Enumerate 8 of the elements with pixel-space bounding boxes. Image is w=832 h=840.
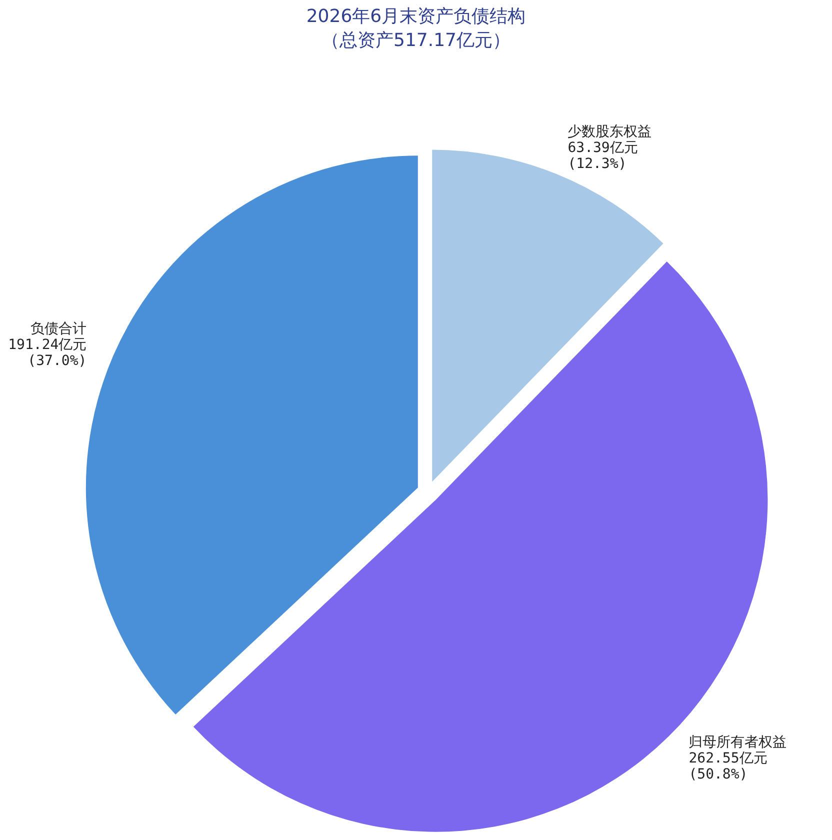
chart-title: 2026年6月末资产负债结构 xyxy=(306,6,526,27)
slice-label: 少数股东权益 xyxy=(568,124,652,140)
chart-subtitle: （总资产517.17亿元） xyxy=(322,30,510,51)
data-label: 191.24亿元 (37.0%) xyxy=(8,337,87,370)
slice-label: 归母所有者权益 xyxy=(688,734,787,750)
data-label: 262.55亿元 (50.8%) xyxy=(688,750,768,782)
data-label: 63.39亿元 (12.3%) xyxy=(568,140,638,172)
slice-label: 负债合计 xyxy=(30,321,87,338)
